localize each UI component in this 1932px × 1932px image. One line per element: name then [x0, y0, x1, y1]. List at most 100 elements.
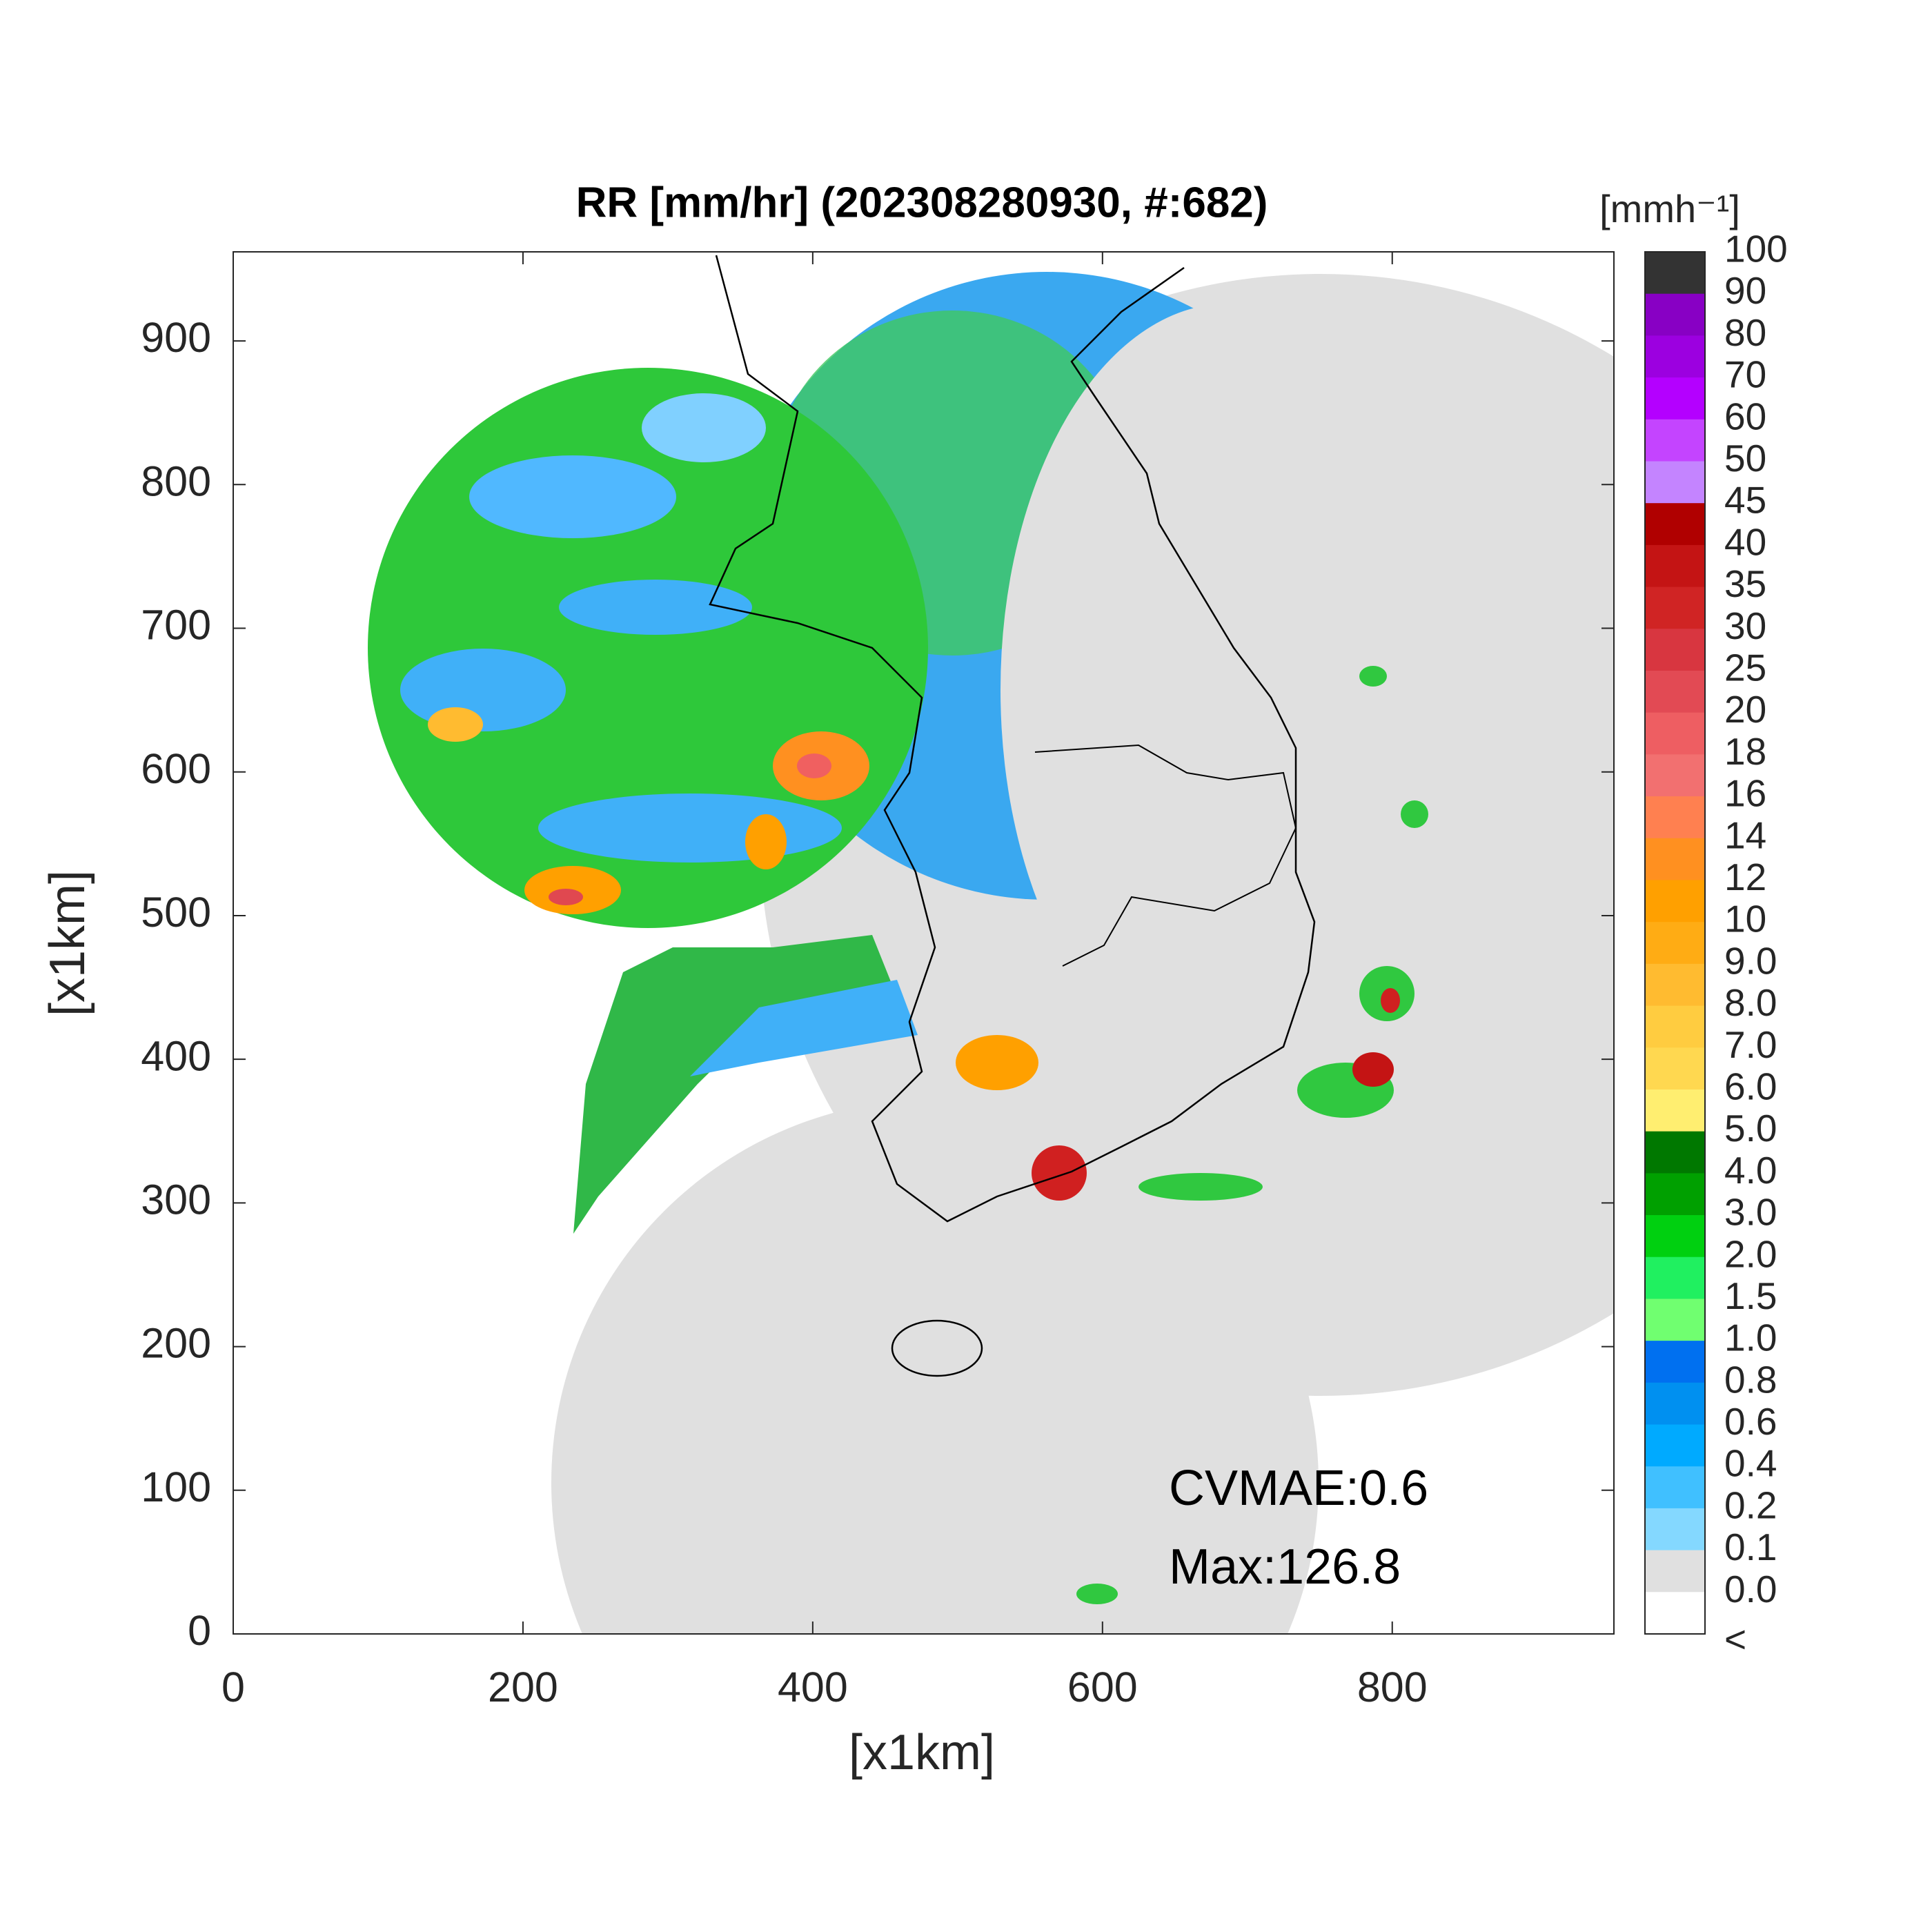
colorbar-label: 5.0	[1724, 1107, 1777, 1150]
colorbar-label: 8.0	[1724, 981, 1777, 1024]
radar-field	[368, 255, 1614, 1634]
colorbar-label: 35	[1724, 562, 1766, 605]
province-border	[1034, 744, 1297, 967]
colorbar-frame	[1644, 251, 1706, 1635]
colorbar-label: <	[1724, 1618, 1746, 1661]
colorbar-segment	[1645, 1131, 1705, 1174]
colorbar-label: 0.2	[1724, 1483, 1777, 1526]
y-tick-label: 0	[188, 1607, 211, 1654]
annotation: CVMAE:0.6	[1169, 1461, 1428, 1516]
colorbar-label: 0.6	[1724, 1400, 1777, 1443]
colorbar-segment	[1645, 838, 1705, 880]
colorbar-segment	[1645, 1382, 1705, 1426]
colorbar-label: 4.0	[1724, 1149, 1777, 1192]
rain-area	[690, 980, 918, 1076]
y-tick-label: 700	[141, 602, 211, 649]
colorbar-label: 0.1	[1724, 1526, 1777, 1568]
colorbar-segment	[1645, 544, 1705, 588]
colorbar-segment	[1645, 1215, 1705, 1258]
colorbar-segment	[1645, 922, 1705, 965]
colorbar-segment	[1645, 670, 1705, 713]
colorbar-segment	[1645, 629, 1705, 671]
colorbar-segment	[1645, 963, 1705, 1007]
x-tick-label: 800	[1357, 1664, 1428, 1711]
colorbar-segment	[1645, 335, 1705, 378]
colorbar-segment	[1645, 1047, 1705, 1090]
y-tick-label: 400	[141, 1032, 211, 1079]
colorbar-segment	[1645, 880, 1705, 923]
plot-frame	[233, 251, 1615, 1635]
coverage-area	[551, 1099, 1319, 1634]
colorbar-label: 90	[1724, 269, 1766, 312]
x-tick-label: 400	[778, 1664, 848, 1711]
rain-area	[642, 393, 766, 462]
colorbar-label: 14	[1724, 814, 1766, 856]
chart-title: RR [mm/hr] (202308280930, #:682)	[576, 179, 1268, 226]
y-tick-label: 600	[141, 745, 211, 792]
colorbar-label: 0.4	[1724, 1442, 1777, 1485]
colorbar-segment	[1645, 1550, 1705, 1593]
colorbar-label: 25	[1724, 647, 1766, 689]
rain-area	[559, 580, 752, 635]
colorbar-label: 20	[1724, 688, 1766, 731]
rain-cell	[1032, 1145, 1087, 1201]
rain-cell	[1359, 666, 1387, 687]
colorbar-label: 0.8	[1724, 1358, 1777, 1401]
rain-cell	[1401, 800, 1428, 828]
annotation: Max:126.8	[1169, 1539, 1401, 1595]
colorbar-segment	[1645, 1466, 1705, 1509]
colorbar-label: 30	[1724, 604, 1766, 647]
colorbar-segment	[1645, 461, 1705, 504]
colorbar-title: [mmh⁻¹]	[1599, 187, 1740, 230]
colorbar-label: 12	[1724, 856, 1766, 898]
rain-cell	[428, 707, 483, 742]
y-tick-label: 100	[141, 1463, 211, 1510]
colorbar-segment	[1645, 1089, 1705, 1132]
rain-cell	[549, 889, 583, 905]
coastline	[709, 255, 1316, 1223]
rain-cell	[1352, 1052, 1394, 1087]
colorbar-label: 18	[1724, 730, 1766, 773]
coverage-area	[1000, 304, 1456, 1076]
colorbar-segment	[1645, 712, 1705, 755]
rain-cell	[797, 753, 831, 778]
x-tick-label: 200	[488, 1664, 558, 1711]
x-tick-label: 600	[1067, 1664, 1138, 1711]
colorbar-label: 70	[1724, 353, 1766, 396]
colorbar-label: 7.0	[1724, 1023, 1777, 1066]
y-tick-label: 200	[141, 1320, 211, 1367]
colorbar-segment	[1645, 377, 1705, 420]
y-tick-label: 300	[141, 1176, 211, 1223]
colorbar-segment	[1645, 1508, 1705, 1551]
colorbar-label: 9.0	[1724, 939, 1777, 982]
rain-cell	[745, 814, 787, 869]
colorbar-segment	[1645, 586, 1705, 629]
colorbar-label: 100	[1724, 228, 1788, 270]
y-tick-label: 800	[141, 457, 211, 504]
colorbar-segment	[1645, 252, 1705, 295]
colorbar-label: 40	[1724, 520, 1766, 563]
colorbar-segment	[1645, 419, 1705, 462]
colorbar-segment	[1645, 754, 1705, 797]
colorbar-label: 60	[1724, 395, 1766, 437]
colorbar-segment	[1645, 1173, 1705, 1216]
colorbar-label: 6.0	[1724, 1065, 1777, 1107]
x-axis-label: [x1km]	[849, 1725, 995, 1780]
colorbar-segment	[1645, 293, 1705, 336]
colorbar-segment	[1645, 1299, 1705, 1341]
x-tick-label: 0	[221, 1664, 245, 1711]
colorbar-segment	[1645, 1341, 1705, 1383]
colorbar-segment	[1645, 1424, 1705, 1467]
colorbar-label: 0.0	[1724, 1568, 1777, 1610]
y-tick-label: 900	[141, 314, 211, 361]
colorbar-label: 10	[1724, 898, 1766, 940]
island	[891, 1319, 983, 1377]
colorbar-label: 3.0	[1724, 1191, 1777, 1234]
rain-cell	[956, 1035, 1038, 1090]
rain-area	[538, 793, 842, 862]
colorbar-segment	[1645, 1256, 1705, 1299]
rain-area	[469, 455, 676, 538]
colorbar-label: 80	[1724, 311, 1766, 354]
rain-cell	[1076, 1584, 1118, 1604]
